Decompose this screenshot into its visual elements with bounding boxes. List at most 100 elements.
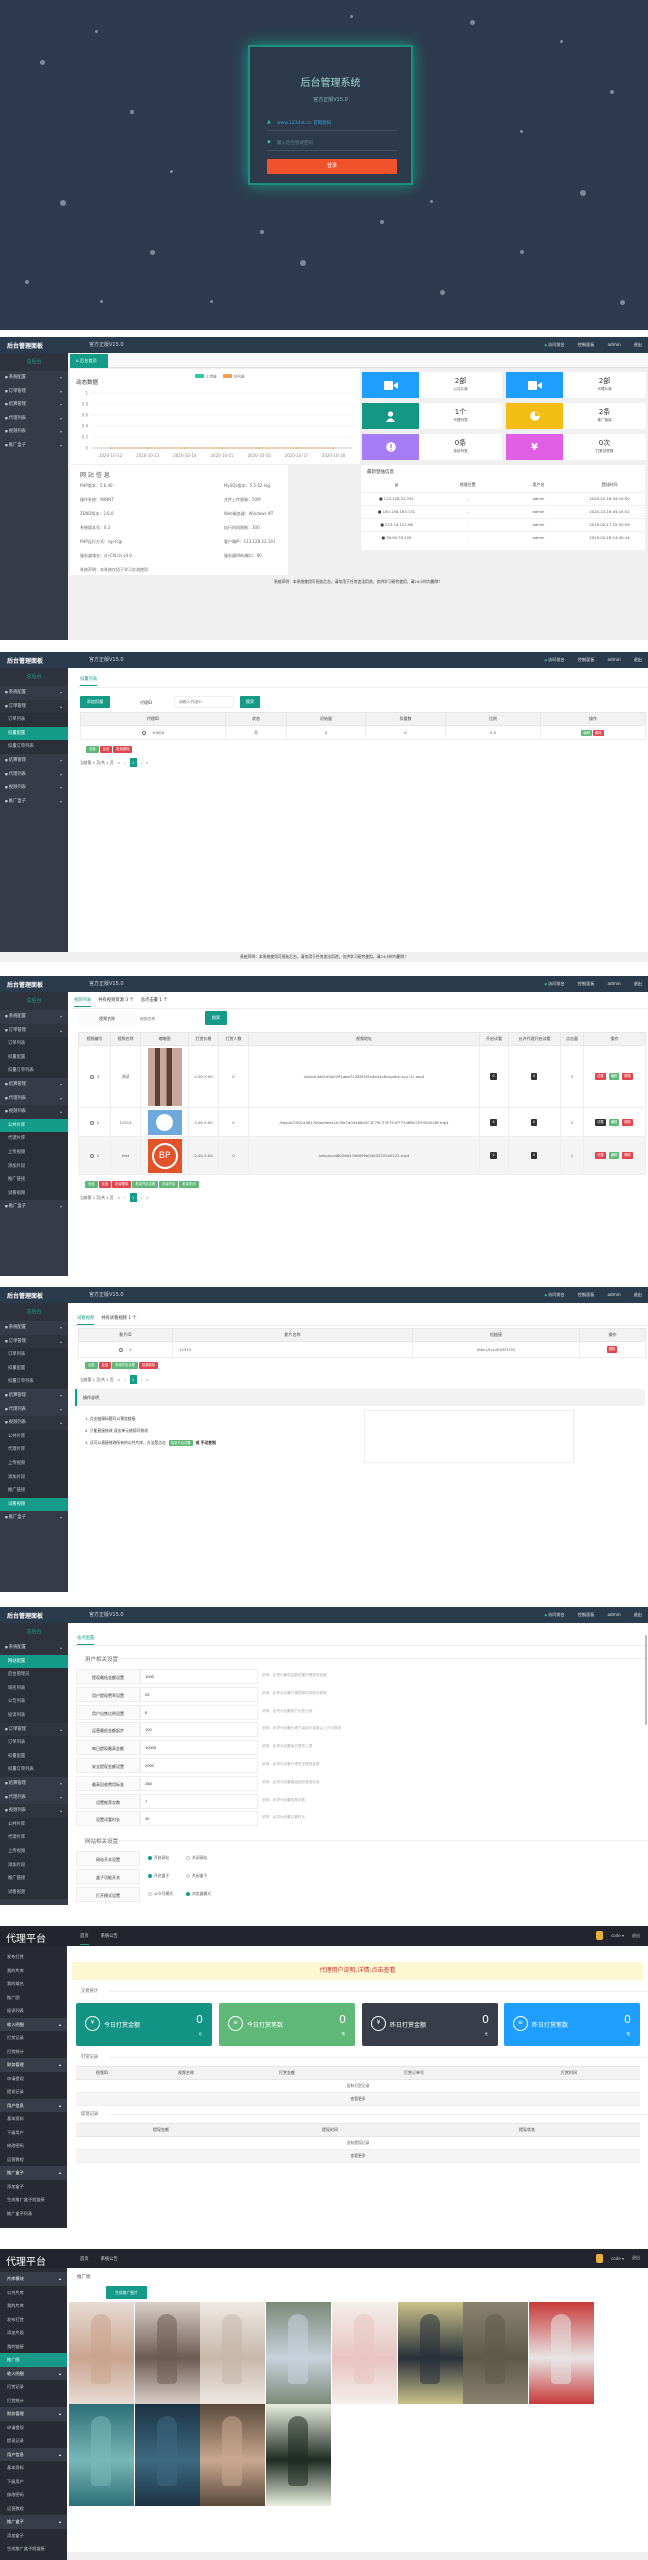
- sidebar-group[interactable]: 视频列表 ▴: [0, 1105, 68, 1119]
- sidebar-item[interactable]: 代理片库: [0, 1831, 68, 1845]
- field-input[interactable]: [140, 1669, 258, 1684]
- control-panel-link[interactable]: 控制面板: [577, 1612, 595, 1617]
- delete-button[interactable]: 删除: [622, 1152, 633, 1159]
- add-deduct-button[interactable]: 添加扣量: [80, 696, 110, 708]
- sidebar-item[interactable]: 上传视频: [0, 1456, 68, 1471]
- field-input[interactable]: [140, 1775, 258, 1791]
- sidebar-group[interactable]: 收入明细 ▴: [0, 2366, 67, 2380]
- bulk-action-button[interactable]: 全选: [85, 1362, 98, 1369]
- trial-button[interactable]: 试看: [595, 1152, 606, 1159]
- promo-image[interactable]: [134, 2404, 200, 2506]
- bulk-action-button[interactable]: 全选: [86, 746, 99, 753]
- sidebar-group[interactable]: 用户信息 ▴: [0, 2098, 67, 2112]
- sidebar-item[interactable]: 基本资料: [0, 2461, 67, 2475]
- first-page-button[interactable]: «: [117, 760, 121, 765]
- sidebar-group[interactable]: 代理列表 ▾: [0, 768, 68, 782]
- user-menu[interactable]: admin: [607, 1612, 621, 1617]
- sidebar-group[interactable]: 系统配置 ▾: [0, 371, 68, 385]
- stat-tile[interactable]: 2部 公共片库: [362, 372, 502, 398]
- toggle-trial[interactable]: 0: [490, 1073, 497, 1080]
- sidebar-group[interactable]: 系统配置 ▾: [0, 1010, 68, 1024]
- radio-option[interactable]: 公众号模式: [148, 1891, 173, 1897]
- edit-button[interactable]: 编辑: [581, 729, 592, 736]
- promo-image[interactable]: [331, 2302, 397, 2404]
- sidebar-item[interactable]: 运营教程: [0, 2153, 67, 2167]
- nav-announcements[interactable]: 系统公告: [100, 2256, 118, 2262]
- sidebar-group[interactable]: 代理列表 ▾: [0, 1092, 68, 1106]
- sidebar-item[interactable]: 我的片库: [0, 2299, 67, 2313]
- field-input[interactable]: [140, 1686, 258, 1702]
- sidebar-item[interactable]: 扣量订单列表: [0, 1375, 68, 1389]
- bulk-action-button[interactable]: 反选: [98, 1181, 112, 1188]
- sidebar-item[interactable]: 打赏记录: [0, 2380, 67, 2394]
- sidebar-item[interactable]: 试看视频: [0, 1186, 68, 1201]
- trial-button[interactable]: 试看: [595, 1118, 606, 1126]
- promo-image[interactable]: [200, 2404, 266, 2506]
- stat-tile[interactable]: 2条 推广链接: [506, 403, 646, 429]
- short-link[interactable]: http://t.cn/EVSF1OG: [476, 1347, 516, 1352]
- user-menu[interactable]: code ▾: [611, 2255, 624, 2261]
- logout-link[interactable]: 退出: [633, 1612, 642, 1617]
- sidebar-item[interactable]: 订单列表: [0, 713, 68, 727]
- toggle-trial[interactable]: 0: [490, 1152, 497, 1159]
- delete-button[interactable]: 删除: [622, 1118, 633, 1126]
- tab-trial-videos[interactable]: 试看视频: [77, 1315, 95, 1325]
- stat-tile[interactable]: 1个 代理列表: [362, 403, 502, 429]
- prev-page-button[interactable]: ‹: [124, 760, 126, 765]
- bulk-action-button[interactable]: 批量删除: [138, 1362, 159, 1369]
- sidebar-item[interactable]: 添加片段: [0, 1858, 68, 1873]
- sidebar-group[interactable]: 视频列表 ▾: [0, 425, 68, 439]
- sidebar-item[interactable]: 扣量配置: [0, 1050, 68, 1065]
- row-checkbox[interactable]: [89, 1075, 94, 1079]
- sidebar-group[interactable]: 系统配置 ▾: [0, 1321, 68, 1335]
- edit-button[interactable]: 编辑: [608, 1118, 620, 1126]
- sidebar-group[interactable]: 系统配置 ▾: [0, 686, 68, 700]
- sidebar-item[interactable]: 订单列表: [0, 1037, 68, 1051]
- radio-option[interactable]: 关闭盒子: [186, 1873, 207, 1879]
- bulk-action-button[interactable]: 反选: [99, 746, 113, 753]
- sidebar-item[interactable]: 打赏统计: [0, 2045, 67, 2059]
- field-input[interactable]: [140, 1740, 258, 1756]
- sidebar-item[interactable]: 添加片段: [0, 2326, 67, 2340]
- sidebar-group[interactable]: 结算管理 ▾: [0, 1078, 68, 1092]
- user-menu[interactable]: admin: [607, 1292, 621, 1297]
- radio-option[interactable]: 开启盒子: [148, 1873, 169, 1879]
- sidebar-item[interactable]: 扣量订单列表: [0, 740, 68, 754]
- toggle-agent-trial[interactable]: 0: [530, 1073, 538, 1080]
- last-page-button[interactable]: »: [146, 760, 149, 765]
- sidebar-item[interactable]: 推广盒子列表: [0, 2207, 67, 2221]
- user-menu[interactable]: admin: [607, 657, 621, 662]
- sidebar-group[interactable]: 代理列表 ▾: [0, 412, 68, 426]
- sidebar-item[interactable]: 下级用户: [0, 2475, 67, 2489]
- logout-link[interactable]: 退出: [633, 1292, 642, 1297]
- radio-option[interactable]: 浏览器模式: [186, 1891, 211, 1897]
- sidebar-item[interactable]: 公共片库: [0, 1118, 68, 1133]
- sidebar-group[interactable]: 推广盒子 ▴: [0, 2166, 67, 2180]
- prev-page-button[interactable]: ‹: [124, 1377, 126, 1382]
- sidebar-item[interactable]: 修改密码: [0, 2488, 67, 2502]
- row-checkbox[interactable]: [119, 1348, 124, 1352]
- visit-frontend-link[interactable]: 访问前台: [544, 657, 565, 663]
- sidebar-item[interactable]: 公告列表: [0, 1695, 68, 1709]
- nav-home[interactable]: 首页: [80, 2256, 89, 2262]
- logout-link[interactable]: 退出: [633, 657, 642, 662]
- sidebar-group[interactable]: 推广盒子 ▾: [0, 1511, 68, 1525]
- view-more-link[interactable]: 查看更多: [350, 2153, 366, 2158]
- sidebar-item[interactable]: 推广图: [0, 1991, 67, 2005]
- sidebar-item[interactable]: 修改密码: [0, 2139, 67, 2153]
- promo-image[interactable]: [69, 2302, 134, 2404]
- sidebar-group[interactable]: 推广盒子 ▾: [0, 439, 68, 453]
- sidebar-item[interactable]: 代理片库: [0, 1132, 68, 1146]
- edit-button[interactable]: 编辑: [608, 1073, 620, 1080]
- sidebar-item[interactable]: 添加盒子: [0, 2180, 67, 2194]
- sidebar-group[interactable]: 推广盒子 ▾: [0, 1200, 68, 1214]
- video-name-input[interactable]: [136, 1012, 205, 1025]
- bulk-action-button[interactable]: 批量删除: [113, 746, 133, 753]
- sidebar-group[interactable]: 推广盒子 ▴: [0, 2515, 67, 2529]
- username-field[interactable]: ▲ www.1234vt.cn 官网源码: [267, 115, 397, 131]
- delete-button[interactable]: 删除: [606, 1346, 618, 1353]
- current-page-button[interactable]: 1: [129, 758, 137, 767]
- sidebar-item[interactable]: 试看视频: [0, 1497, 68, 1512]
- sidebar-item[interactable]: 生成推广盒子短链接: [0, 2193, 67, 2207]
- row-checkbox[interactable]: [89, 1154, 94, 1158]
